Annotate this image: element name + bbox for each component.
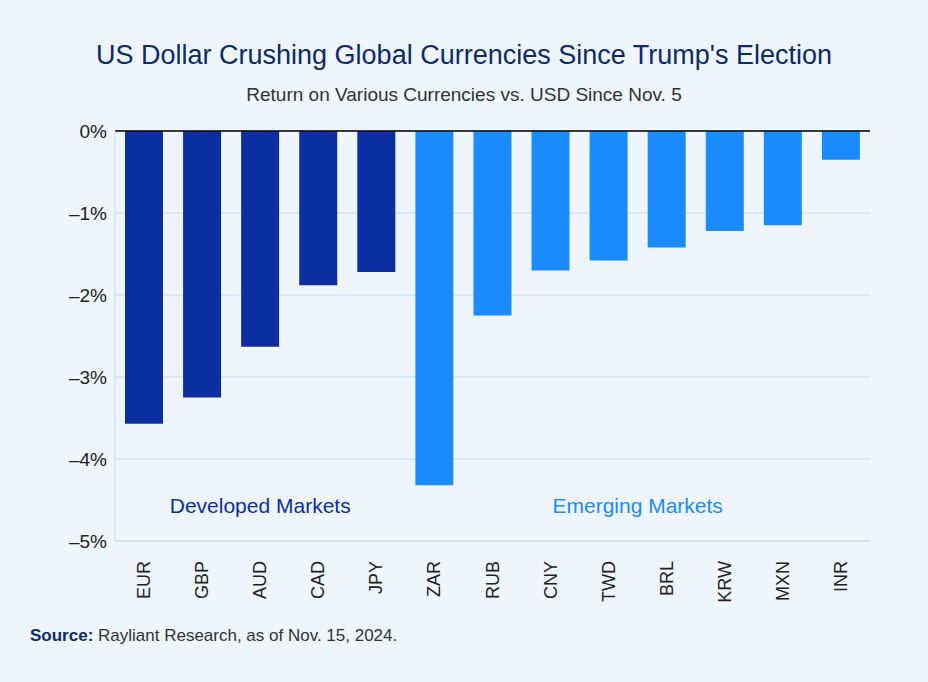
html-text:Source: Rayliant Research, as: Source: Rayliant Research, as of Nov. 15… [30,626,398,645]
svg-text:EUR: EUR [134,561,154,599]
svg-text:–1%: –1% [69,203,107,224]
svg-text:MXN: MXN [773,561,793,601]
html-text:Developed Markets: Developed Markets [169,494,351,517]
svg-text:CNY: CNY [541,561,561,599]
html-text:Emerging Markets: Emerging Markets [552,494,723,517]
svg-text:AUD: AUD [250,561,270,599]
svg-text:TWD: TWD [599,561,619,602]
html-text:Return on Various Currencies v: Return on Various Currencies vs. USD Sin… [246,84,682,105]
svg-text:GBP: GBP [192,561,212,599]
svg-text:JPY: JPY [366,561,386,594]
svg-text:BRL: BRL [657,561,677,596]
svg-text:INR: INR [831,561,851,592]
svg-text:0%: 0% [80,121,108,142]
svg-text:–3%: –3% [69,367,107,388]
svg-text:–2%: –2% [69,285,107,306]
svg-text:–4%: –4% [69,449,107,470]
svg-text:RUB: RUB [483,561,503,599]
html-text:US Dollar Crushing Global Curr: US Dollar Crushing Global Currencies Sin… [96,40,832,70]
svg-text:–5%: –5% [69,531,107,552]
svg-text:CAD: CAD [308,561,328,599]
svg-text:KRW: KRW [715,561,735,603]
svg-text:ZAR: ZAR [424,561,444,597]
